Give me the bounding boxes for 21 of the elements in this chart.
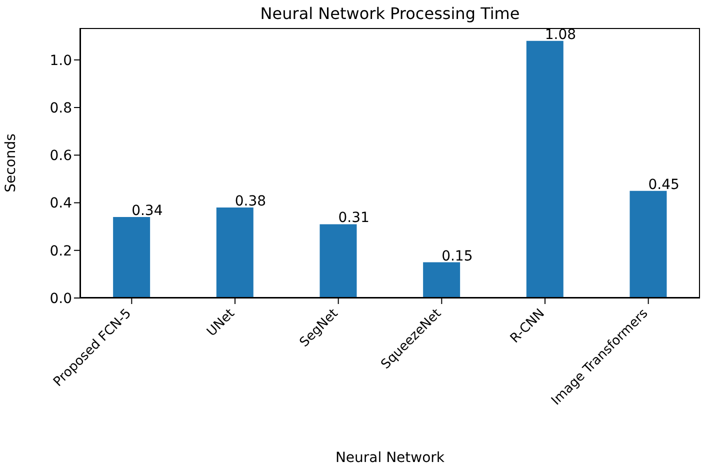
y-axis-title: Seconds [2, 134, 19, 192]
data-label: 0.31 [338, 210, 370, 226]
y-tick-label: 0.0 [50, 290, 72, 307]
data-label: 0.34 [132, 203, 163, 220]
y-tick-label: 0.2 [50, 243, 72, 260]
chart-title: Neural Network Processing Time [259, 4, 521, 23]
data-label: 0.45 [648, 176, 680, 193]
data-label: 0.38 [234, 194, 266, 210]
data-label: 1.08 [544, 26, 576, 43]
bar [630, 190, 667, 298]
y-tick-label: 1.0 [50, 52, 72, 69]
bar [113, 217, 150, 298]
data-label: 0.15 [442, 248, 473, 264]
bar [320, 224, 357, 298]
bar [526, 40, 564, 298]
bar [423, 262, 460, 298]
y-tick-label: 0.6 [50, 148, 72, 164]
y-tick-label: 0.4 [50, 196, 72, 212]
y-tick-label: 0.8 [50, 100, 72, 116]
bar [216, 208, 254, 298]
x-axis-title: Neural Network [335, 450, 446, 466]
